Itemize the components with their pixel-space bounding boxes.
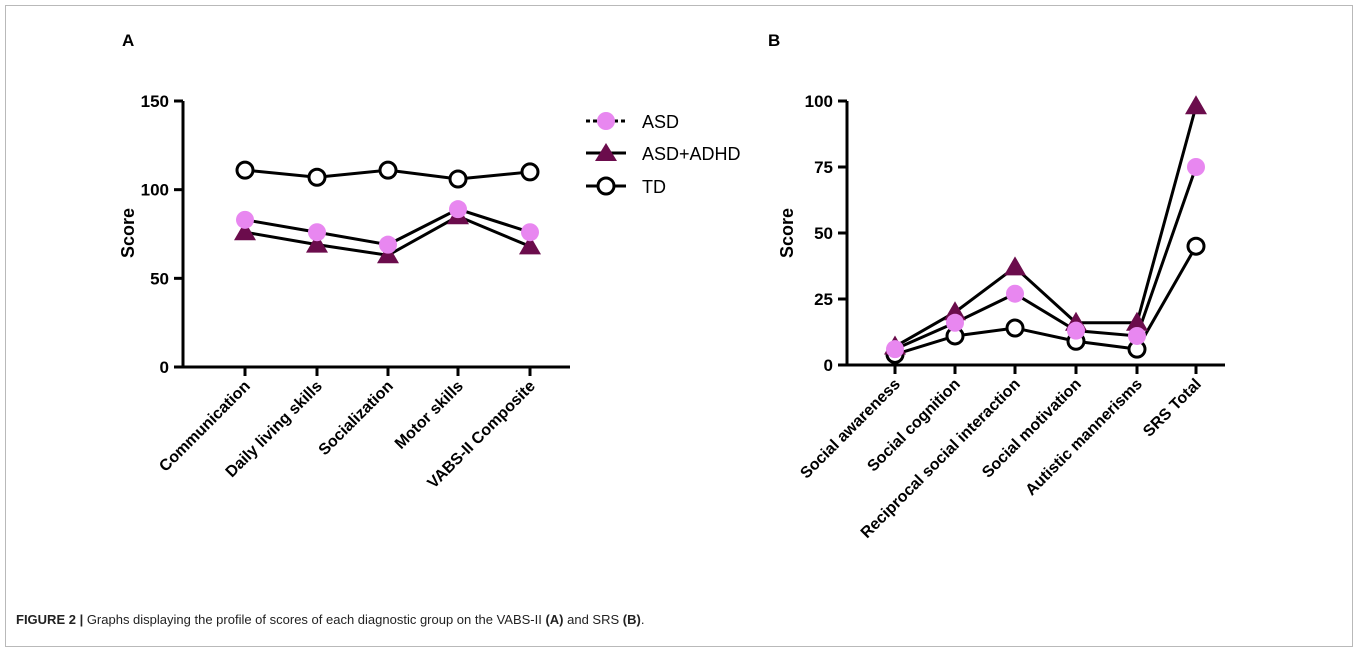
- y-tick-label: 75: [814, 158, 833, 177]
- caption-text-1: Graphs displaying the profile of scores …: [83, 612, 546, 627]
- data-point-td: [235, 160, 255, 180]
- data-point-td: [1005, 318, 1025, 338]
- legend-item-asd-adhd: ASD+ADHD: [586, 143, 741, 164]
- legend-item-td: TD: [586, 176, 666, 197]
- data-point-asd-adhd: [234, 221, 256, 241]
- caption-text-2: and SRS: [563, 612, 623, 627]
- legend-label-td: TD: [642, 177, 666, 197]
- data-point-asd-adhd: [306, 233, 328, 253]
- legend-label-asd: ASD: [642, 112, 679, 132]
- y-tick-label: 100: [805, 92, 833, 111]
- data-point-asd: [236, 210, 254, 229]
- data-point-asd-adhd: [944, 301, 966, 321]
- data-point-td: [1186, 236, 1206, 256]
- y-tick-label: 50: [814, 224, 833, 243]
- x-tick-label-social-awareness: Social awareness: [797, 376, 903, 482]
- data-point-td: [378, 160, 398, 180]
- data-point-asd: [1128, 326, 1146, 345]
- y-tick-label: 100: [141, 181, 169, 200]
- x-tick-label-srs-total: SRS Total: [1140, 376, 1205, 441]
- legend-label-asd-adhd: ASD+ADHD: [642, 144, 741, 164]
- y-tick-label: 50: [150, 269, 169, 288]
- series-line-asd-adhd: [894, 105, 1198, 348]
- data-point-td: [307, 167, 327, 187]
- series-line-td: [894, 245, 1198, 356]
- legend: ASD ASD+ADHD TD: [586, 112, 741, 197]
- caption-panel-b-ref: (B): [622, 612, 641, 627]
- figure-caption: FIGURE 2 | Graphs displaying the profile…: [16, 612, 644, 627]
- panel-a-letter: A: [122, 31, 134, 50]
- y-tick-label: 0: [160, 358, 169, 377]
- data-point-asd-adhd: [519, 235, 541, 255]
- data-point-asd: [1006, 284, 1024, 303]
- x-tick-label-socialization: Socialization: [316, 378, 397, 459]
- caption-text-3: .: [640, 612, 645, 627]
- data-point-asd-adhd: [377, 244, 399, 264]
- x-tick-label-autistic-mannerisms: Autistic mannerisms: [1023, 376, 1146, 499]
- legend-item-asd: ASD: [586, 112, 679, 132]
- panel-b-y-axis-title: Score: [777, 208, 797, 258]
- data-point-td: [520, 162, 540, 182]
- data-point-asd: [886, 340, 904, 359]
- legend-marker-asd-adhd: [595, 143, 617, 161]
- series-line-asd: [894, 166, 1198, 351]
- y-tick-label: 150: [141, 92, 169, 111]
- y-tick-label: 25: [814, 290, 833, 309]
- data-point-asd: [449, 200, 467, 219]
- data-point-asd-adhd: [1004, 256, 1026, 276]
- panel-a-y-axis-title: Score: [118, 208, 138, 258]
- caption-panel-a-ref: (A): [545, 612, 564, 627]
- y-tick-label: 0: [824, 356, 833, 375]
- data-point-asd-adhd: [1185, 95, 1207, 115]
- data-point-asd: [1187, 158, 1205, 176]
- data-point-asd: [308, 223, 326, 242]
- legend-marker-td: [596, 176, 616, 196]
- data-point-td: [448, 169, 468, 189]
- data-point-asd: [521, 223, 539, 242]
- panel-b-letter: B: [768, 31, 780, 50]
- data-point-asd-adhd: [1126, 311, 1148, 331]
- x-tick-label-motor-skills: Motor skills: [392, 378, 467, 453]
- legend-marker-asd: [597, 112, 615, 130]
- data-point-asd: [379, 235, 397, 254]
- figure-frame: [5, 5, 1353, 647]
- caption-figure-number: FIGURE 2 |: [16, 612, 84, 627]
- data-point-asd: [1067, 321, 1085, 340]
- data-point-asd: [946, 313, 964, 332]
